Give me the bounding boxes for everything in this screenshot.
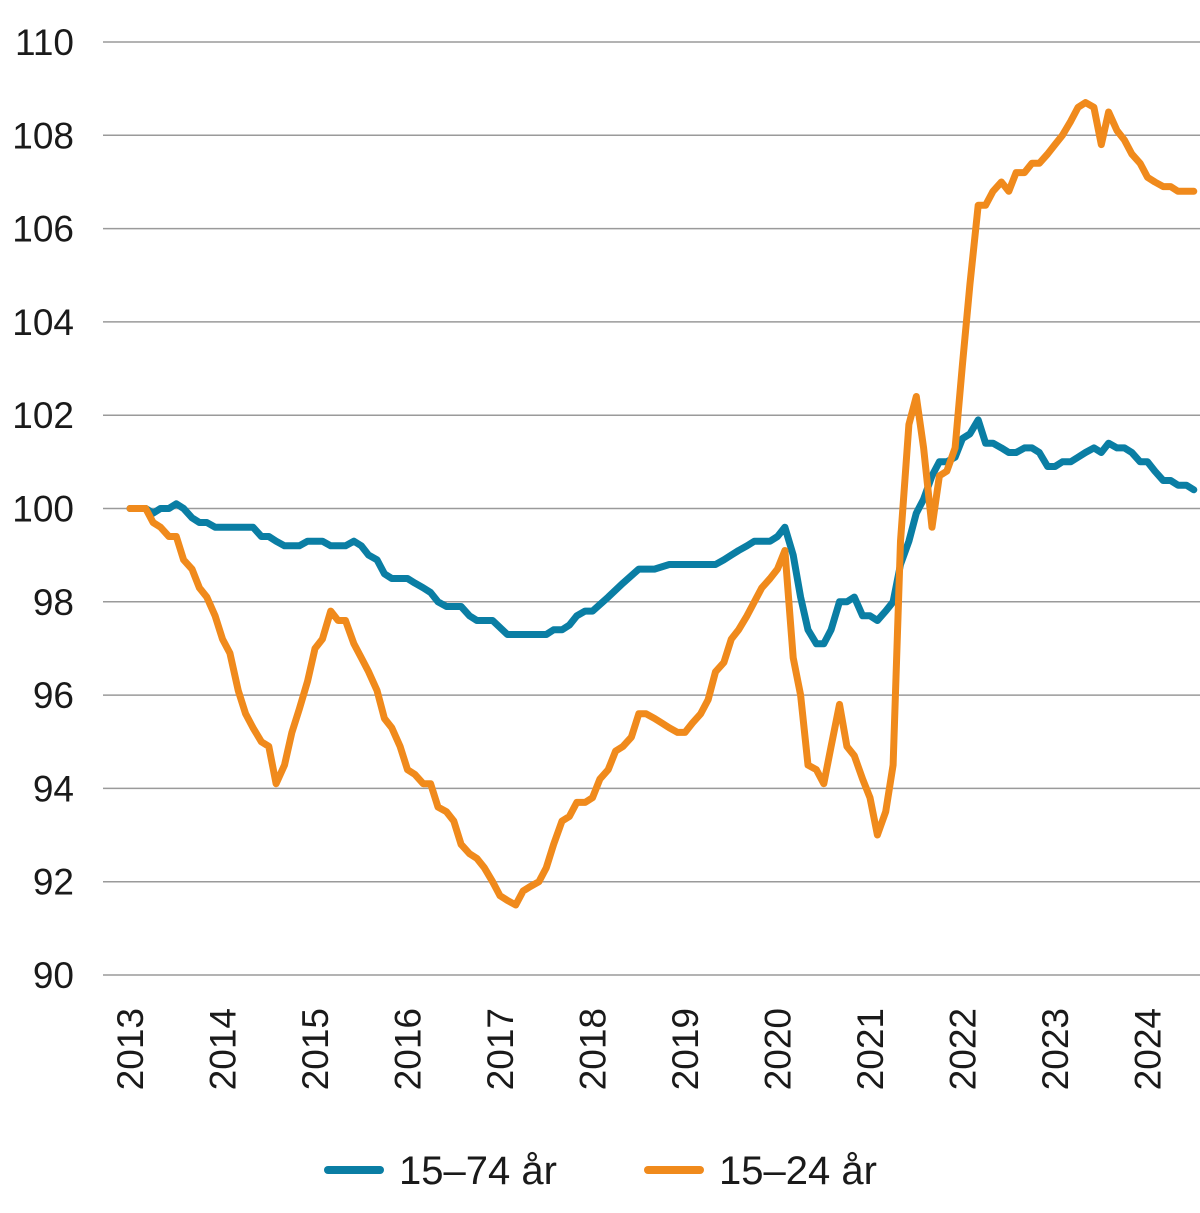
x-axis-ticks: 2013 2014 2015 2016 2017 2018 2019 2020 2021 2022… <box>110 1008 1169 1090</box>
y-tick-label: 102 <box>12 395 74 436</box>
y-tick-label: 90 <box>33 955 74 996</box>
x-tick-label: 2015 <box>295 1008 336 1090</box>
x-tick-label: 2020 <box>758 1008 799 1090</box>
legend-label: 15–74 år <box>399 1149 557 1193</box>
series-lines <box>126 99 1198 909</box>
grid-lines <box>103 41 1200 976</box>
x-tick-label: 2022 <box>943 1008 984 1090</box>
y-tick-label: 104 <box>12 302 74 343</box>
y-tick-label: 110 <box>15 22 74 63</box>
y-tick-label: 98 <box>33 582 74 623</box>
x-tick-label: 2021 <box>850 1008 891 1090</box>
x-tick-label: 2023 <box>1035 1008 1076 1090</box>
series-line-15-74 <box>126 416 1198 648</box>
legend-label: 15–24 år <box>719 1149 877 1193</box>
x-tick-label: 2018 <box>573 1008 614 1090</box>
x-tick-label: 2024 <box>1128 1008 1169 1090</box>
y-tick-label: 92 <box>33 862 74 903</box>
y-tick-label: 94 <box>33 768 74 809</box>
x-tick-label: 2013 <box>110 1008 151 1090</box>
y-tick-label: 106 <box>12 209 74 250</box>
series-line-15-24 <box>126 99 1198 909</box>
y-tick-label: 96 <box>33 675 74 716</box>
y-axis-ticks: 90 92 94 96 98 100 102 104 106 108 110 <box>12 22 74 996</box>
y-tick-label: 100 <box>12 489 74 530</box>
y-tick-label: 108 <box>12 115 74 156</box>
x-tick-label: 2014 <box>203 1008 244 1090</box>
legend: 15–74 år 15–24 år <box>324 1149 877 1193</box>
x-tick-label: 2016 <box>388 1008 429 1090</box>
x-tick-label: 2017 <box>480 1008 521 1090</box>
x-tick-label: 2019 <box>665 1008 706 1090</box>
